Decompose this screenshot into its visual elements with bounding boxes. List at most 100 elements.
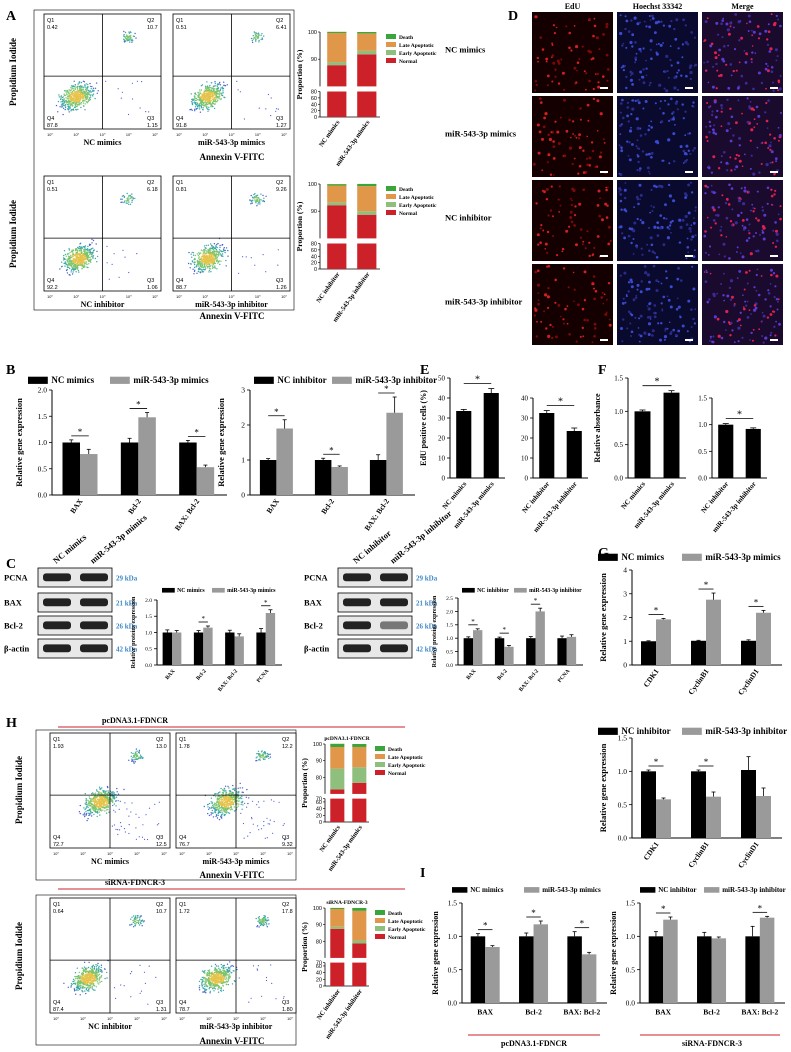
cell-nucleus bbox=[664, 70, 667, 74]
flow-event bbox=[256, 759, 258, 762]
cell-nucleus bbox=[714, 56, 718, 60]
flow-event bbox=[134, 32, 136, 35]
cell-nucleus bbox=[726, 28, 730, 32]
flow-event bbox=[84, 94, 86, 96]
cell-nucleus bbox=[570, 197, 572, 200]
cell-nucleus bbox=[729, 334, 732, 337]
cell-nucleus bbox=[689, 181, 693, 184]
flow-event bbox=[216, 98, 218, 100]
cell-nucleus bbox=[647, 152, 651, 156]
cell-nucleus bbox=[681, 103, 684, 106]
flow-event bbox=[81, 91, 83, 94]
cell-nucleus bbox=[728, 257, 731, 260]
cell-nucleus bbox=[650, 151, 654, 155]
flow-event bbox=[245, 796, 247, 798]
flow-event bbox=[94, 792, 97, 794]
cell-nucleus bbox=[668, 227, 671, 231]
flow-event bbox=[237, 798, 240, 800]
flow-event bbox=[131, 199, 133, 201]
cell-nucleus bbox=[757, 293, 761, 297]
cell-nucleus bbox=[661, 159, 664, 162]
flow-event bbox=[223, 806, 226, 808]
cell-nucleus bbox=[569, 216, 573, 219]
flow-event bbox=[207, 812, 209, 815]
flow-event bbox=[240, 801, 243, 803]
q2-label: Q2 bbox=[276, 18, 283, 24]
cell-nucleus bbox=[630, 313, 634, 317]
flow-event bbox=[214, 807, 217, 809]
flow-event bbox=[210, 103, 213, 105]
cell-nucleus bbox=[669, 221, 673, 224]
flow-event bbox=[112, 804, 114, 807]
flow-event bbox=[238, 803, 240, 805]
flow-event bbox=[270, 97, 272, 99]
bar-normal-lower bbox=[357, 243, 377, 269]
flow-event bbox=[105, 80, 107, 82]
flow-event bbox=[206, 103, 209, 106]
cell-nucleus bbox=[551, 325, 555, 328]
cell-nucleus bbox=[619, 199, 623, 203]
flow-event bbox=[213, 247, 216, 250]
flow-event bbox=[257, 33, 259, 35]
flow-event bbox=[227, 249, 229, 252]
cell-nucleus bbox=[690, 326, 693, 328]
cell-nucleus bbox=[666, 327, 669, 330]
flow-event bbox=[198, 268, 200, 271]
flow-event bbox=[190, 101, 193, 103]
bar-segment-early-apoptotic bbox=[357, 50, 377, 55]
cell-nucleus bbox=[620, 102, 623, 105]
flow-event bbox=[205, 94, 207, 96]
flow-event bbox=[217, 811, 220, 814]
flow-event bbox=[218, 808, 220, 810]
flow-event bbox=[145, 814, 147, 816]
flow-event bbox=[250, 203, 252, 205]
cell-nucleus bbox=[634, 58, 637, 61]
flow-event bbox=[225, 805, 227, 807]
cell-nucleus bbox=[752, 172, 756, 176]
flow-event bbox=[104, 810, 106, 812]
flow-event bbox=[239, 787, 241, 789]
flow-event bbox=[213, 98, 216, 100]
flow-event bbox=[208, 269, 211, 271]
cell-nucleus bbox=[565, 229, 569, 233]
flow-event bbox=[87, 256, 89, 258]
flow-event bbox=[94, 87, 97, 90]
cell-nucleus bbox=[712, 131, 716, 135]
cell-nucleus bbox=[709, 272, 712, 275]
flow-event bbox=[203, 99, 206, 101]
flow-event bbox=[89, 98, 91, 101]
flow-event bbox=[88, 814, 90, 816]
flow-event bbox=[132, 752, 134, 755]
flow-event bbox=[212, 266, 214, 268]
flow-event bbox=[67, 253, 69, 255]
flow-event bbox=[126, 40, 129, 42]
flow-event bbox=[205, 261, 208, 263]
cell-nucleus bbox=[737, 326, 741, 330]
flow-event bbox=[214, 267, 216, 269]
cell-nucleus bbox=[753, 304, 757, 307]
flow-event bbox=[208, 266, 211, 268]
flow-event bbox=[80, 103, 82, 105]
cell-nucleus bbox=[541, 137, 544, 141]
cell-nucleus bbox=[683, 152, 688, 156]
flow-event bbox=[208, 91, 210, 94]
flow-event bbox=[191, 98, 194, 100]
cell-nucleus bbox=[643, 331, 647, 335]
flow-event bbox=[224, 249, 226, 252]
blot-band bbox=[380, 598, 408, 607]
cell-nucleus bbox=[708, 131, 711, 134]
flow-event bbox=[136, 755, 138, 758]
flow-event bbox=[225, 801, 227, 803]
cell-nucleus bbox=[743, 288, 746, 291]
cell-nucleus bbox=[588, 79, 591, 83]
flow-event bbox=[268, 753, 270, 756]
cell-nucleus bbox=[708, 245, 712, 248]
cell-nucleus bbox=[626, 140, 629, 143]
cell-nucleus bbox=[734, 221, 738, 225]
flow-event bbox=[216, 817, 219, 819]
cell-nucleus bbox=[713, 124, 716, 127]
cell-nucleus bbox=[770, 150, 774, 154]
flow-event bbox=[227, 255, 229, 257]
flow-event bbox=[221, 86, 224, 88]
